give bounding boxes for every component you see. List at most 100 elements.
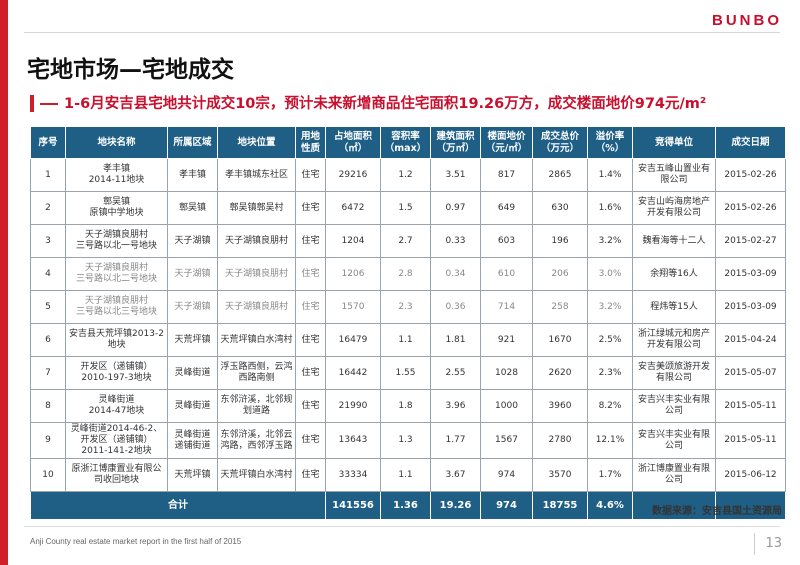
data-source: 数据来源：安吉县国土资源局 <box>652 506 782 517</box>
cell-building-area: 0.97 <box>430 191 481 225</box>
cell-deal-date: 2015-05-11 <box>715 389 786 423</box>
cell-location: 浮玉路西侧，云鸿西路南侧 <box>217 356 296 390</box>
cell-winner: 安吉兴丰实业有限公司 <box>632 389 716 423</box>
cell-floor-price: 974 <box>480 458 533 492</box>
header-building-area: 建筑面积（万㎡） <box>430 126 481 159</box>
cell-land-use: 住宅 <box>295 458 326 492</box>
table-header-row: 序号 地块名称 所属区域 地块位置 用地性质 占地面积（㎡） 容积率（max） … <box>30 126 786 159</box>
cell-total-price: 2780 <box>532 422 588 459</box>
table-row: 9 灵峰街道2014-46-2、开发区（递铺镇） 2011-141-2地块 灵峰街道… <box>30 422 786 459</box>
cell-premium: 3.2% <box>587 290 633 324</box>
cell-total-price: 2865 <box>532 158 588 192</box>
total-total-price: 18755 <box>532 491 588 520</box>
header-divider <box>24 32 780 33</box>
cell-deal-date: 2015-05-07 <box>715 356 786 390</box>
cell-land-area: 16479 <box>325 323 381 357</box>
cell-index: 10 <box>30 458 66 492</box>
cell-deal-date: 2015-02-27 <box>715 224 786 258</box>
cell-floor-price: 603 <box>480 224 533 258</box>
cell-location: 天荒坪镇白水湾村 <box>217 323 296 357</box>
table-row: 1 孝丰镇 2014-11地块 孝丰镇 孝丰镇城东社区 住宅 29216 1.2 3.51 81… <box>30 158 786 192</box>
cell-land-area: 1204 <box>325 224 381 258</box>
cell-land-area: 1570 <box>325 290 381 324</box>
cell-deal-date: 2015-05-11 <box>715 422 786 459</box>
header-winner: 竞得单位 <box>632 126 716 159</box>
table-row: 8 灵峰街道 2014-47地块 灵峰街道 东邻浒溪，北邻规划道路 住宅 21990 1.8… <box>30 389 786 423</box>
cell-winner: 安吉美颂旅游开发有限公司 <box>632 356 716 390</box>
cell-index: 5 <box>30 290 66 324</box>
total-empty-winner <box>632 491 716 520</box>
cell-floor-price: 610 <box>480 257 533 291</box>
cell-building-area: 0.34 <box>430 257 481 291</box>
total-land-area: 141556 <box>325 491 381 520</box>
cell-winner: 浙江博康置业有限公司 <box>632 458 716 492</box>
footer-divider <box>24 526 780 527</box>
cell-region: 鄣吴镇 <box>167 191 218 225</box>
cell-deal-date: 2015-06-12 <box>715 458 786 492</box>
cell-region: 灵峰街道 <box>167 389 218 423</box>
cell-parcel-name: 天子湖镇良朋村 三号路以北二号地块 <box>65 257 168 291</box>
cell-region: 灵峰街道 递铺街道 <box>167 422 218 459</box>
land-transactions-table: 序号 地块名称 所属区域 地块位置 用地性质 占地面积（㎡） 容积率（max） … <box>30 126 786 520</box>
cell-winner: 魏看海等十二人 <box>632 224 716 258</box>
cell-deal-date: 2015-03-09 <box>715 257 786 291</box>
header-index: 序号 <box>30 126 66 159</box>
cell-total-price: 258 <box>532 290 588 324</box>
table-body: 1 孝丰镇 2014-11地块 孝丰镇 孝丰镇城东社区 住宅 29216 1.2 3.51 81… <box>30 158 786 492</box>
total-empty-date <box>715 491 786 520</box>
cell-land-use: 住宅 <box>295 356 326 390</box>
header-region: 所属区域 <box>167 126 218 159</box>
cell-location: 东邻浒溪，北邻云鸿路，西邻浮玉路 <box>217 422 296 459</box>
cell-building-area: 1.77 <box>430 422 481 459</box>
cell-region: 天子湖镇 <box>167 257 218 291</box>
header-deal-date: 成交日期 <box>715 126 786 159</box>
cell-land-use: 住宅 <box>295 389 326 423</box>
header-parcel-name: 地块名称 <box>65 126 168 159</box>
cell-location: 鄣吴镇鄣吴村 <box>217 191 296 225</box>
cell-far: 2.3 <box>380 290 431 324</box>
cell-land-area: 29216 <box>325 158 381 192</box>
cell-premium: 12.1% <box>587 422 633 459</box>
cell-location: 天荒坪镇白水湾村 <box>217 458 296 492</box>
cell-land-use: 住宅 <box>295 422 326 459</box>
cell-parcel-name: 孝丰镇 2014-11地块 <box>65 158 168 192</box>
cell-floor-price: 1567 <box>480 422 533 459</box>
cell-premium: 1.4% <box>587 158 633 192</box>
cell-floor-price: 921 <box>480 323 533 357</box>
cell-premium: 1.6% <box>587 191 633 225</box>
cell-building-area: 3.96 <box>430 389 481 423</box>
cell-far: 2.8 <box>380 257 431 291</box>
cell-floor-price: 817 <box>480 158 533 192</box>
cell-far: 1.1 <box>380 323 431 357</box>
cell-land-area: 6472 <box>325 191 381 225</box>
cell-total-price: 206 <box>532 257 588 291</box>
cell-premium: 1.7% <box>587 458 633 492</box>
cell-far: 1.5 <box>380 191 431 225</box>
cell-parcel-name: 鄣吴镇 原镇中学地块 <box>65 191 168 225</box>
cell-deal-date: 2015-02-26 <box>715 158 786 192</box>
header-floor-price: 楼面地价（元/㎡） <box>480 126 533 159</box>
cell-parcel-name: 灵峰街道2014-46-2、开发区（递铺镇） 2011-141-2地块 <box>65 422 168 459</box>
cell-building-area: 0.33 <box>430 224 481 258</box>
subtitle-marker <box>30 95 34 112</box>
left-accent-bar <box>0 0 8 565</box>
cell-deal-date: 2015-03-09 <box>715 290 786 324</box>
cell-region: 天子湖镇 <box>167 224 218 258</box>
cell-winner: 安吉五峰山置业有限公司 <box>632 158 716 192</box>
cell-far: 1.1 <box>380 458 431 492</box>
cell-total-price: 196 <box>532 224 588 258</box>
cell-building-area: 2.55 <box>430 356 481 390</box>
cell-floor-price: 649 <box>480 191 533 225</box>
cell-land-area: 21990 <box>325 389 381 423</box>
subtitle-dash <box>40 103 58 105</box>
header-total-price: 成交总价（万元） <box>532 126 588 159</box>
cell-building-area: 3.67 <box>430 458 481 492</box>
header-land-area: 占地面积（㎡） <box>325 126 381 159</box>
cell-parcel-name: 安吉县天荒坪镇2013-2地块 <box>65 323 168 357</box>
total-floor-price: 974 <box>480 491 533 520</box>
cell-location: 孝丰镇城东社区 <box>217 158 296 192</box>
header-land-use: 用地性质 <box>295 126 326 159</box>
cell-land-use: 住宅 <box>295 290 326 324</box>
cell-region: 孝丰镇 <box>167 158 218 192</box>
cell-index: 1 <box>30 158 66 192</box>
